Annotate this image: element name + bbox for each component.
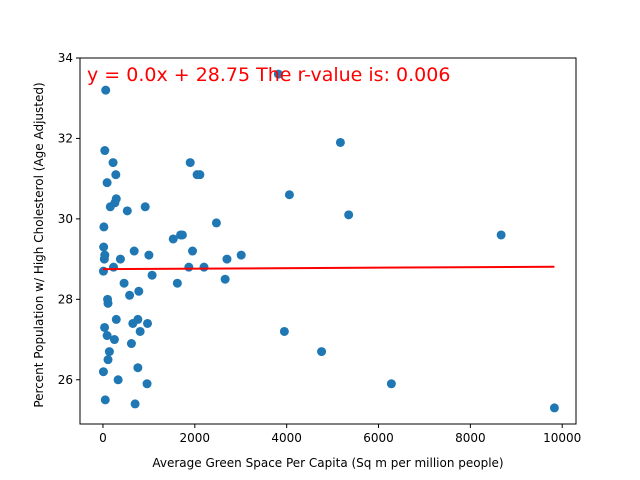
data-point	[109, 335, 119, 345]
x-tick-label: 8000	[455, 431, 486, 445]
data-point	[108, 158, 118, 168]
data-point	[236, 250, 246, 260]
x-tick-label: 4000	[271, 431, 302, 445]
y-axis-label: Percent Population w/ High Cholesterol (…	[32, 82, 46, 407]
y-axis-ticks: 26 28 30 32 34	[58, 51, 80, 387]
data-point	[98, 266, 108, 276]
data-point	[144, 250, 154, 260]
data-point	[99, 222, 109, 232]
data-point	[130, 399, 140, 409]
data-point	[142, 379, 152, 389]
data-point	[133, 314, 143, 324]
y-tick-label: 26	[58, 373, 73, 387]
data-point	[344, 210, 354, 220]
data-point	[188, 246, 198, 256]
data-point	[317, 347, 327, 357]
data-point	[134, 286, 144, 296]
y-tick-label: 32	[58, 131, 73, 145]
data-point	[103, 355, 113, 365]
data-point	[102, 331, 112, 341]
data-point	[273, 69, 283, 79]
data-point	[119, 278, 129, 288]
data-point	[125, 290, 135, 300]
data-point	[100, 146, 110, 156]
data-point	[172, 278, 182, 288]
data-point	[211, 218, 221, 228]
data-point	[102, 178, 112, 188]
data-point	[100, 395, 110, 405]
data-point	[143, 318, 153, 328]
y-tick-label: 30	[58, 212, 73, 226]
data-point	[111, 194, 121, 204]
data-point	[129, 246, 139, 256]
data-point	[199, 262, 209, 272]
data-point	[100, 322, 110, 332]
data-point	[549, 403, 559, 413]
data-point	[168, 234, 178, 244]
data-point	[109, 262, 119, 272]
data-point	[115, 254, 125, 264]
data-point	[279, 326, 289, 336]
data-point	[195, 170, 205, 180]
x-tick-label: 0	[99, 431, 107, 445]
data-point	[111, 314, 121, 324]
x-axis-ticks: 0 2000 4000 6000 8000 10000	[99, 424, 581, 445]
data-points-layer	[98, 69, 559, 413]
data-point	[496, 230, 506, 240]
y-tick-label: 28	[58, 292, 73, 306]
y-tick-label: 34	[58, 51, 73, 65]
data-point	[113, 375, 123, 385]
data-point	[386, 379, 396, 389]
data-point	[99, 242, 109, 252]
data-point	[177, 230, 187, 240]
data-point	[111, 170, 121, 180]
x-tick-label: 6000	[363, 431, 394, 445]
data-point	[222, 254, 232, 264]
data-point	[100, 250, 110, 260]
data-point	[185, 158, 195, 168]
x-axis-label: Average Green Space Per Capita (Sq m per…	[152, 456, 503, 470]
x-tick-label: 2000	[180, 431, 211, 445]
data-point	[104, 347, 114, 357]
data-point	[103, 298, 113, 308]
data-point	[122, 206, 132, 216]
data-point	[335, 137, 345, 147]
plot-frame	[79, 57, 577, 425]
data-point	[140, 202, 150, 212]
regression-line	[102, 265, 555, 271]
data-point	[135, 326, 145, 336]
data-point	[101, 85, 111, 95]
regression-layer	[102, 265, 555, 271]
x-tick-label: 10000	[543, 431, 581, 445]
plot-area	[80, 58, 576, 424]
data-point	[126, 339, 136, 349]
data-point	[98, 367, 108, 377]
data-point	[147, 270, 157, 280]
data-point	[133, 363, 143, 373]
regression-annotation: y = 0.0x + 28.75 The r-value is: 0.006	[87, 64, 450, 86]
data-point	[284, 190, 294, 200]
data-point	[184, 262, 194, 272]
data-point	[220, 274, 230, 284]
